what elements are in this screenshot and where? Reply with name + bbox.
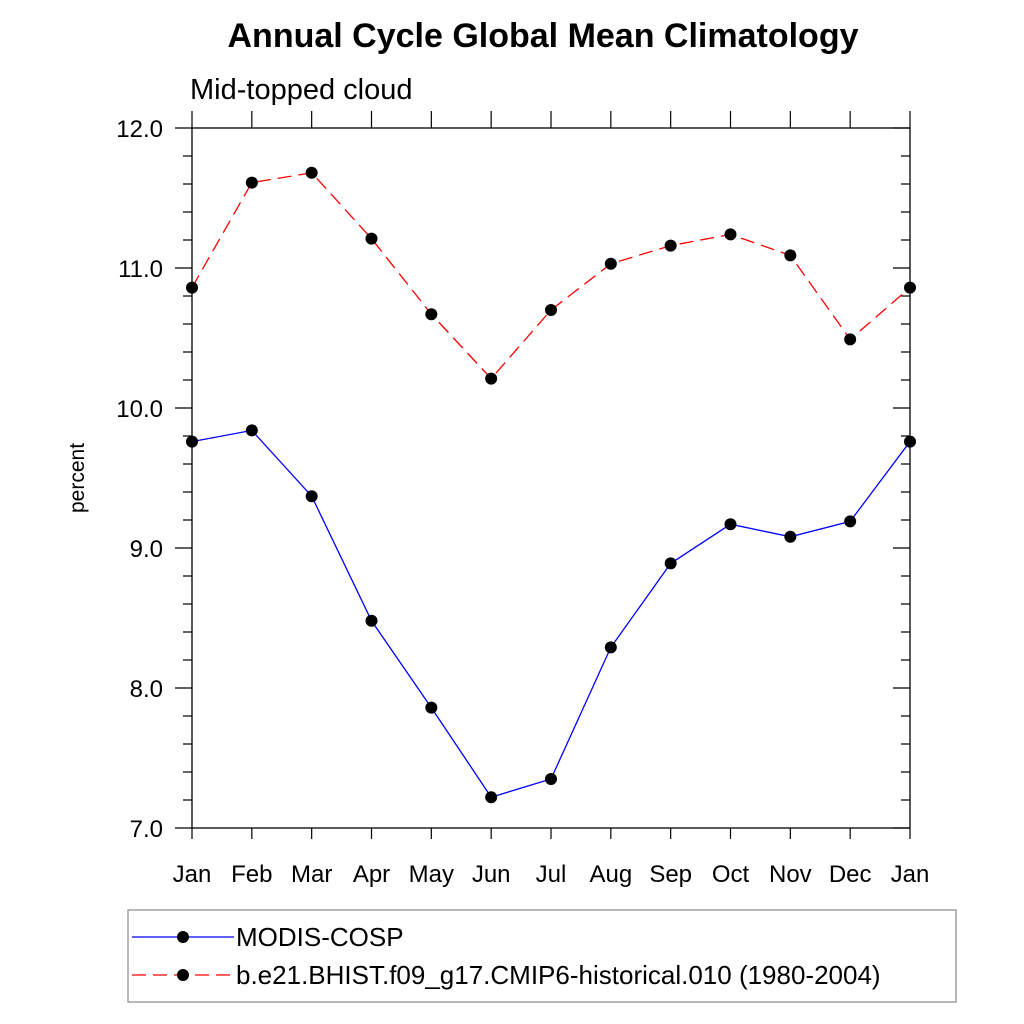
x-tick-label: Sep [649, 861, 692, 888]
data-point [186, 435, 198, 448]
x-tick-label: Apr [353, 861, 390, 888]
data-point [784, 530, 797, 543]
legend-label: MODIS-COSP [236, 922, 404, 952]
x-tick-label: Oct [712, 861, 750, 888]
data-point [904, 435, 916, 448]
chart-title: Annual Cycle Global Mean Climatology [228, 17, 859, 55]
y-tick-label: 8.0 [130, 676, 163, 703]
data-point [245, 424, 258, 437]
legend-marker [177, 969, 189, 981]
data-point [245, 176, 258, 189]
y-tick-label: 10.0 [116, 396, 163, 423]
data-point [545, 773, 557, 785]
y-tick-label: 7.0 [130, 816, 163, 843]
legend-label: b.e21.BHIST.f09_g17.CMIP6-historical.010… [236, 960, 881, 990]
legend: MODIS-COSP b.e21.BHIST.f09_g17.CMIP6-hist… [132, 922, 881, 990]
data-point [724, 518, 737, 531]
data-point [485, 791, 498, 804]
data-point [545, 304, 557, 316]
x-tick-label: Dec [829, 861, 872, 888]
y-tick-label: 12.0 [116, 116, 163, 143]
x-tick-label: Jun [472, 861, 511, 888]
data-point [664, 239, 677, 252]
data-point [365, 614, 378, 627]
data-point [604, 641, 617, 654]
chart-subtitle: Mid-topped cloud [190, 74, 412, 106]
plot-frame [191, 127, 911, 829]
data-point [186, 281, 198, 294]
data-point [305, 166, 318, 179]
legend-marker [177, 931, 189, 943]
data-point [904, 281, 916, 294]
x-tick-label: Mar [291, 861, 332, 888]
series-line-1 [191, 172, 911, 380]
series-line-0 [191, 429, 911, 798]
data-point [425, 308, 438, 321]
data-series [186, 166, 916, 804]
data-point [365, 232, 378, 245]
data-point [425, 701, 438, 714]
y-axis-label: percent [66, 443, 89, 513]
x-tick-label: Feb [231, 861, 272, 888]
data-point [604, 257, 617, 270]
data-point [664, 557, 677, 570]
data-point [844, 333, 857, 346]
axis-ticks [175, 111, 911, 839]
y-tick-labels: 7.0 8.0 9.0 10.0 11.0 12.0 [116, 116, 163, 843]
x-tick-label: May [409, 861, 454, 888]
x-tick-label: Jul [536, 861, 567, 888]
legend-box [127, 909, 957, 1003]
x-tick-labels: Jan Feb Mar Apr May Jun Jul Aug Sep Oct Nov Dec Jan [173, 861, 930, 888]
y-tick-label: 9.0 [130, 536, 163, 563]
data-point [305, 490, 318, 503]
x-tick-label: Jan [173, 861, 212, 888]
data-point [724, 228, 737, 241]
x-tick-label: Aug [589, 861, 632, 888]
data-point [485, 372, 498, 385]
x-tick-label: Jan [891, 861, 930, 888]
data-point [844, 515, 857, 528]
data-point [784, 249, 797, 262]
y-tick-label: 11.0 [118, 256, 163, 283]
x-tick-label: Nov [769, 861, 812, 888]
